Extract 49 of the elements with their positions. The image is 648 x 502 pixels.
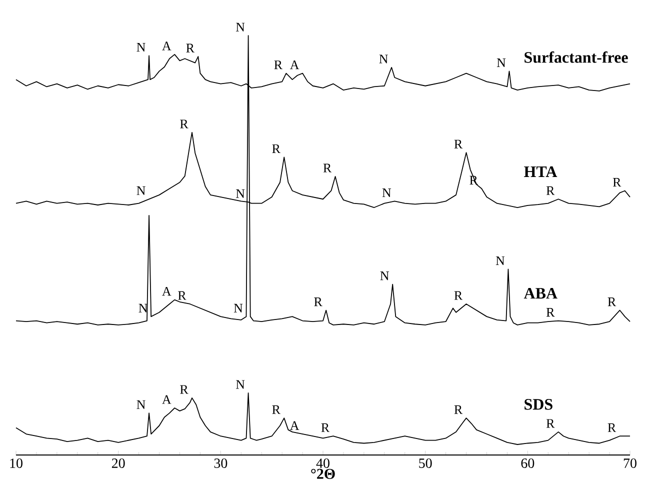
x-tick-label: 70	[624, 458, 636, 468]
x-tick-label: 30	[214, 458, 228, 468]
annotation: N	[136, 42, 146, 52]
annotation: N	[496, 58, 506, 67]
annotation: R	[180, 120, 188, 128]
annotation: N	[382, 188, 392, 198]
annotation: R	[186, 44, 194, 52]
annotation: R	[314, 298, 322, 306]
x-tick-label: 10	[10, 458, 22, 468]
annotation: N	[138, 304, 148, 312]
annotation: R	[612, 178, 622, 187]
annotation: R	[274, 60, 282, 70]
series-label: HTA	[524, 166, 558, 177]
annotation: R	[608, 298, 616, 306]
annotation: A	[290, 421, 300, 430]
series-label: ABA	[524, 288, 558, 299]
x-axis-title: °2Θ	[311, 468, 335, 479]
annotation: N	[236, 189, 245, 198]
x-tick-label: 50	[419, 458, 432, 468]
annotation: A	[162, 287, 172, 296]
annotation: N	[136, 186, 146, 195]
annotation: N	[379, 54, 388, 64]
annotation: R	[608, 423, 616, 432]
annotation: N	[236, 380, 245, 389]
annotation: R	[321, 423, 330, 432]
annotation: A	[290, 60, 300, 70]
x-tick-label: 20	[112, 458, 125, 468]
annotation: R	[546, 308, 555, 317]
annotation: N	[236, 22, 245, 32]
series-label: SDS	[524, 399, 552, 410]
annotation: R	[546, 419, 555, 428]
annotation: R	[272, 405, 280, 414]
x-tick-label: 40	[316, 458, 330, 468]
annotation: R	[454, 405, 463, 414]
annotation: R	[178, 291, 186, 300]
annotation: N	[380, 272, 389, 280]
annotation: A	[162, 42, 172, 50]
annotation: R	[323, 164, 332, 172]
x-tick-label: 60	[521, 458, 534, 468]
series-label: Surfactant-free	[524, 51, 628, 63]
annotation: R	[546, 186, 555, 195]
annotation: R	[454, 291, 463, 300]
annotation: N	[136, 400, 146, 409]
annotation: R	[180, 385, 188, 394]
annotation: N	[496, 256, 505, 265]
annotation: R	[454, 140, 463, 148]
annotation: R	[272, 144, 280, 153]
annotation: A	[162, 395, 172, 404]
annotation: N	[234, 304, 243, 312]
